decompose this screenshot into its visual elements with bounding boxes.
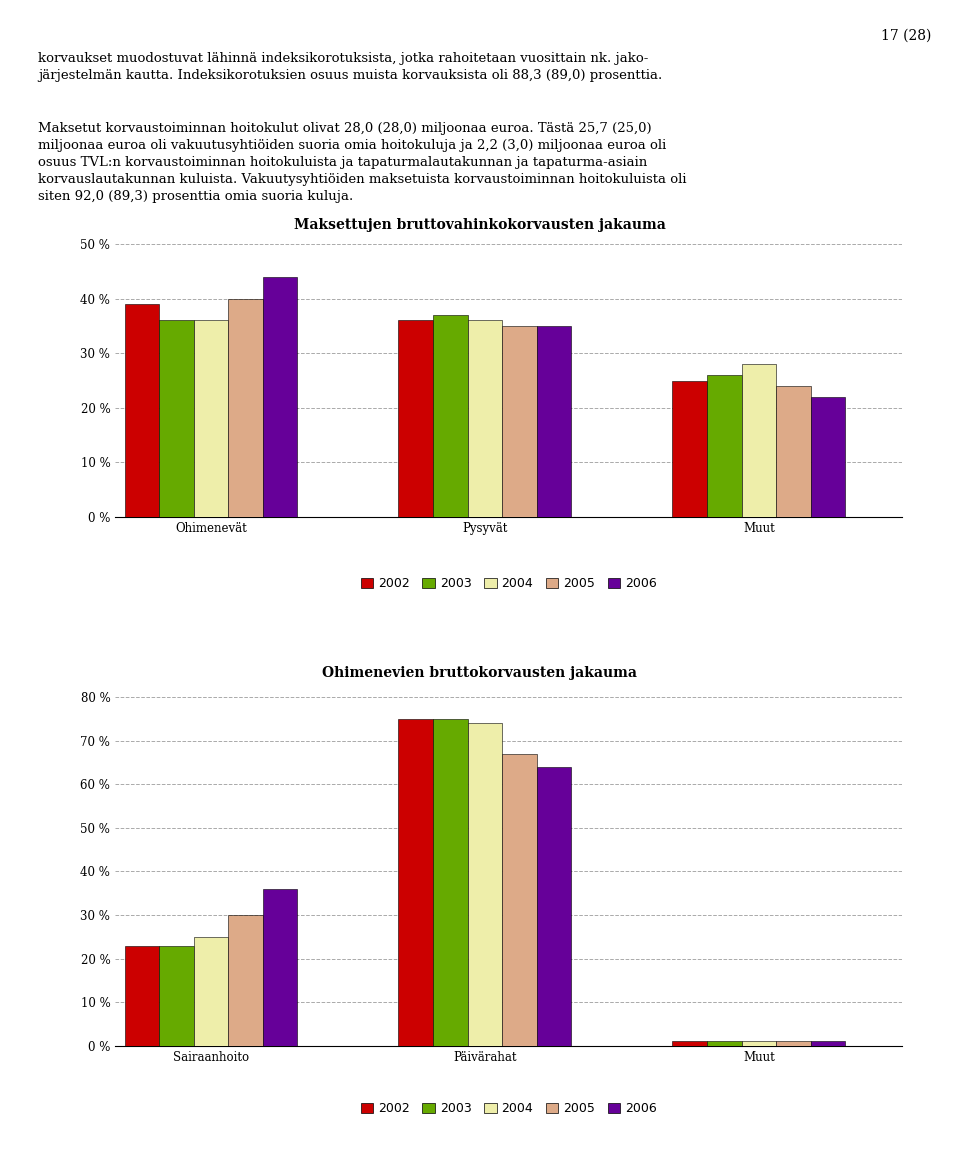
Bar <box>125 304 159 517</box>
Bar <box>433 315 468 517</box>
Bar <box>537 325 571 517</box>
Bar <box>707 375 741 517</box>
Bar <box>502 325 537 517</box>
Bar <box>263 889 298 1046</box>
Bar <box>672 380 707 517</box>
Bar <box>672 1041 707 1046</box>
Legend: 2002, 2003, 2004, 2005, 2006: 2002, 2003, 2004, 2005, 2006 <box>355 573 662 595</box>
Bar <box>776 386 810 517</box>
Bar <box>194 937 228 1046</box>
Bar <box>159 946 194 1046</box>
Bar <box>228 299 263 517</box>
Text: Ohimenevien bruttokorvausten jakauma: Ohimenevien bruttokorvausten jakauma <box>323 666 637 680</box>
Text: Maksettujen bruttovahinkokorvausten jakauma: Maksettujen bruttovahinkokorvausten jaka… <box>294 218 666 232</box>
Bar <box>468 321 502 517</box>
Text: 17 (28): 17 (28) <box>881 29 931 43</box>
Bar <box>741 1041 776 1046</box>
Bar <box>228 916 263 1046</box>
Bar <box>433 719 468 1046</box>
Bar <box>159 321 194 517</box>
Text: korvaukset muodostuvat lähinnä indeksikorotuksista, jotka rahoitetaan vuosittain: korvaukset muodostuvat lähinnä indeksiko… <box>38 52 662 83</box>
Bar <box>398 719 433 1046</box>
Bar <box>125 946 159 1046</box>
Bar <box>263 277 298 517</box>
Bar <box>398 321 433 517</box>
Bar <box>810 1041 845 1046</box>
Bar <box>741 364 776 517</box>
Text: Maksetut korvaustoiminnan hoitokulut olivat 28,0 (28,0) miljoonaa euroa. Tästä 2: Maksetut korvaustoiminnan hoitokulut oli… <box>38 122 687 203</box>
Bar <box>502 754 537 1046</box>
Legend: 2002, 2003, 2004, 2005, 2006: 2002, 2003, 2004, 2005, 2006 <box>355 1097 662 1120</box>
Bar <box>810 397 845 517</box>
Bar <box>468 723 502 1046</box>
Bar <box>707 1041 741 1046</box>
Bar <box>776 1041 810 1046</box>
Bar <box>194 321 228 517</box>
Bar <box>537 767 571 1046</box>
